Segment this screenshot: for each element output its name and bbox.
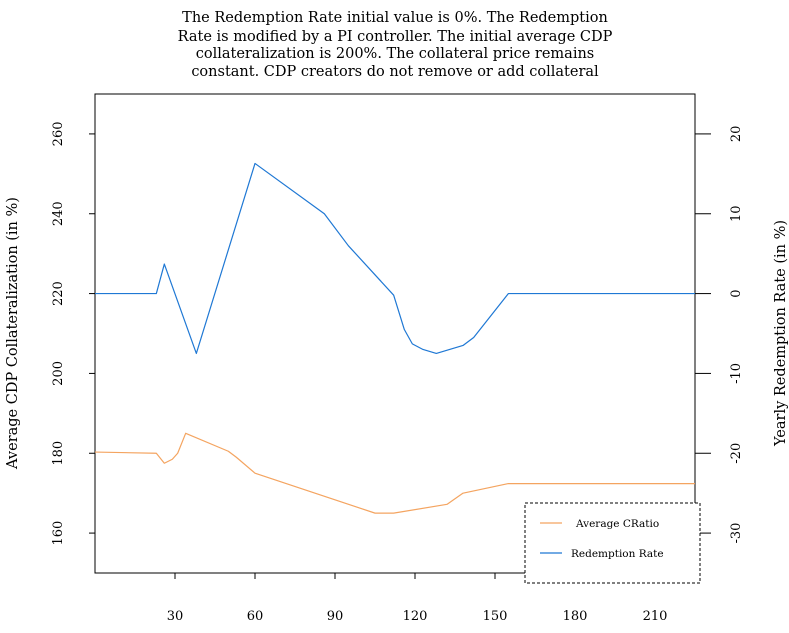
y-right-tick-label: -10 [729, 363, 744, 384]
x-axis: 30 60 90 120 150 180 210 [167, 573, 668, 624]
x-tick-label: 210 [643, 609, 668, 624]
x-tick-label: 60 [247, 609, 264, 624]
x-tick-label: 30 [167, 609, 184, 624]
y-left-tick-label: 180 [51, 441, 66, 466]
y-right-tick-label: 10 [729, 205, 744, 222]
x-tick-label: 150 [483, 609, 508, 624]
x-tick-label: 90 [327, 609, 344, 624]
y-axis-left-title: Average CDP Collateralization (in %) [5, 197, 21, 470]
y-left-tick-label: 220 [51, 281, 66, 306]
series-line-average-cratio [94, 432, 695, 514]
chart-title-line: collateralization is 200%. The collatera… [196, 46, 595, 62]
y-right-tick-label: -20 [729, 443, 744, 464]
legend-label-redemption-rate: Redemption Rate [571, 548, 664, 560]
legend-box [524, 502, 701, 584]
x-tick-label: 120 [403, 609, 428, 624]
chart-title: The Redemption Rate initial value is 0%.… [178, 10, 613, 80]
y-left-tick-label: 260 [51, 122, 66, 147]
plot-frame [94, 93, 696, 574]
chart-title-line: Rate is modified by a PI controller. The… [178, 29, 613, 45]
y-right-tick-label: -30 [729, 523, 744, 544]
chart-title-line: constant. CDP creators do not remove or … [191, 64, 599, 80]
y-left-tick-label: 240 [51, 201, 66, 226]
y-right-tick-label: 0 [729, 289, 744, 297]
y-right-tick-label: 20 [729, 126, 744, 143]
y-axis-right: -30 -20 -10 0 10 20 [695, 126, 744, 544]
y-left-tick-label: 200 [51, 361, 66, 386]
y-axis-left: 160 180 200 220 240 260 [51, 122, 95, 546]
legend-label-average-cratio: Average CRatio [575, 518, 659, 530]
legend: Average CRatio Redemption Rate [524, 502, 701, 584]
series-line-redemption-rate [95, 162, 695, 355]
y-axis-right-title: Yearly Redemption Rate (in %) [773, 220, 789, 447]
x-tick-label: 180 [563, 609, 588, 624]
series-group [94, 162, 695, 514]
y-left-tick-label: 160 [51, 521, 66, 546]
chart-title-line: The Redemption Rate initial value is 0%.… [182, 10, 608, 26]
